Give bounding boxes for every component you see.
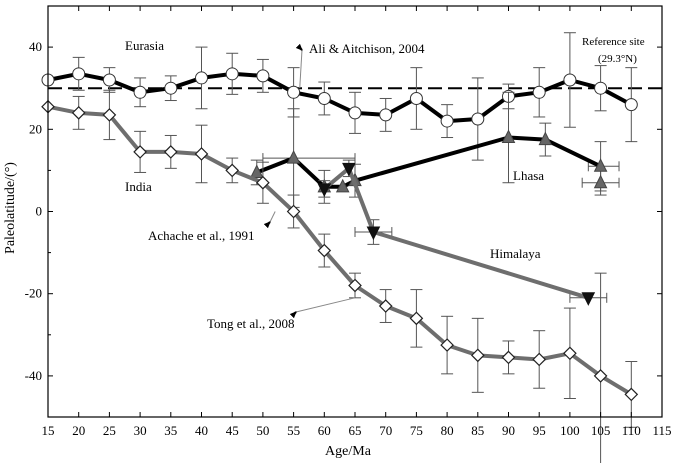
annotation-eurasia: Eurasia [125,38,164,53]
eurasia-point [379,108,393,122]
y-tick-label: 20 [29,121,42,136]
x-tick-label: 50 [256,423,269,438]
annotation-himalaya: Himalaya [490,246,541,261]
himalaya-point [342,162,356,177]
y-tick-label: 40 [29,39,42,54]
india-point [133,145,147,159]
x-tick-label: 100 [560,423,580,438]
eurasia-point [440,114,454,128]
lhasa-point [593,158,608,172]
india-point [378,299,393,313]
eurasia-point [348,106,362,120]
eurasia-point [102,73,116,87]
india-point [163,145,178,159]
india-point [286,204,301,219]
annotation-lhasa: Lhasa [513,168,544,183]
eurasia-point [164,81,178,95]
lhasa-point [335,178,350,193]
x-tick-label: 15 [42,423,55,438]
x-tick-label: 40 [195,423,208,438]
india-point [440,338,454,352]
india-point [102,108,117,122]
x-tick-label: 35 [164,423,177,438]
x-tick-label: 20 [72,423,85,438]
x-tick-label: 30 [134,423,147,438]
annotation-achache: Achache et al., 1991 [148,228,254,243]
eurasia-point [133,85,147,99]
eurasia-point [256,69,270,83]
y-tick-label: 0 [36,204,43,219]
x-tick-label: 95 [533,423,546,438]
x-tick-label: 105 [591,423,611,438]
eurasia-point [624,98,638,112]
annotation-reference-latitude: (29.3°N) [598,53,637,65]
india-point [501,350,516,365]
annotation-india: India [125,179,152,194]
eurasia-point [409,91,423,105]
x-tick-label: 75 [410,423,423,438]
india-point [317,243,332,258]
lhasa-point [501,129,516,144]
india-point [532,352,547,367]
y-tick-label: -20 [25,286,42,301]
india-point [256,175,270,190]
x-tick-label: 85 [471,423,484,438]
x-tick-label: 45 [226,423,239,438]
x-tick-label: 90 [502,423,515,438]
lhasa-point [593,174,608,189]
himalaya-point [317,183,332,198]
annotation-tong: Tong et al., 2008 [207,316,295,331]
y-axis-label: Paleolatitude/(°) [3,162,18,254]
x-axis-label: Age/Ma [325,444,372,459]
eurasia-line [47,71,633,124]
x-tick-label: 55 [287,423,300,438]
india-point [71,106,86,120]
eurasia-point [471,112,485,126]
lhasa-point [538,131,553,146]
india-point [593,369,608,383]
himalaya-point [366,226,381,241]
lhasa-point [249,164,264,178]
eurasia-point [563,73,577,87]
eurasia-point [225,67,239,81]
x-tick-label: 115 [652,423,671,438]
india-point [563,346,577,361]
eurasia-point [72,67,86,81]
eurasia-point [532,85,546,99]
eurasia-point [317,91,331,105]
india-point [470,348,485,363]
x-tick-label: 110 [622,423,641,438]
annotation-reference-site: Reference site [582,36,645,48]
lhasa-point [286,149,301,164]
x-tick-label: 65 [349,423,362,438]
x-tick-label: 25 [103,423,116,438]
y-tick-label: -40 [25,368,42,383]
india-point [225,163,240,178]
eurasia-point [287,85,301,99]
annotation-leader [269,211,276,223]
x-tick-label: 70 [379,423,392,438]
annotation-arrow [289,311,297,319]
india-point [409,311,424,326]
x-tick-label: 60 [318,423,331,438]
x-tick-label: 80 [441,423,454,438]
eurasia-point [195,71,208,85]
annotation-arrow [295,43,303,51]
india-point [624,387,639,402]
annotation-leader [295,297,356,313]
annotation-arrow [263,221,271,229]
annotation-ali-aitchison: Ali & Aitchison, 2004 [309,41,425,56]
annotation-leader [299,49,303,89]
himalaya-line [323,166,589,300]
india-point [194,147,209,161]
eurasia-point [594,81,608,95]
india-point [348,278,362,293]
himalaya-point [581,292,596,306]
